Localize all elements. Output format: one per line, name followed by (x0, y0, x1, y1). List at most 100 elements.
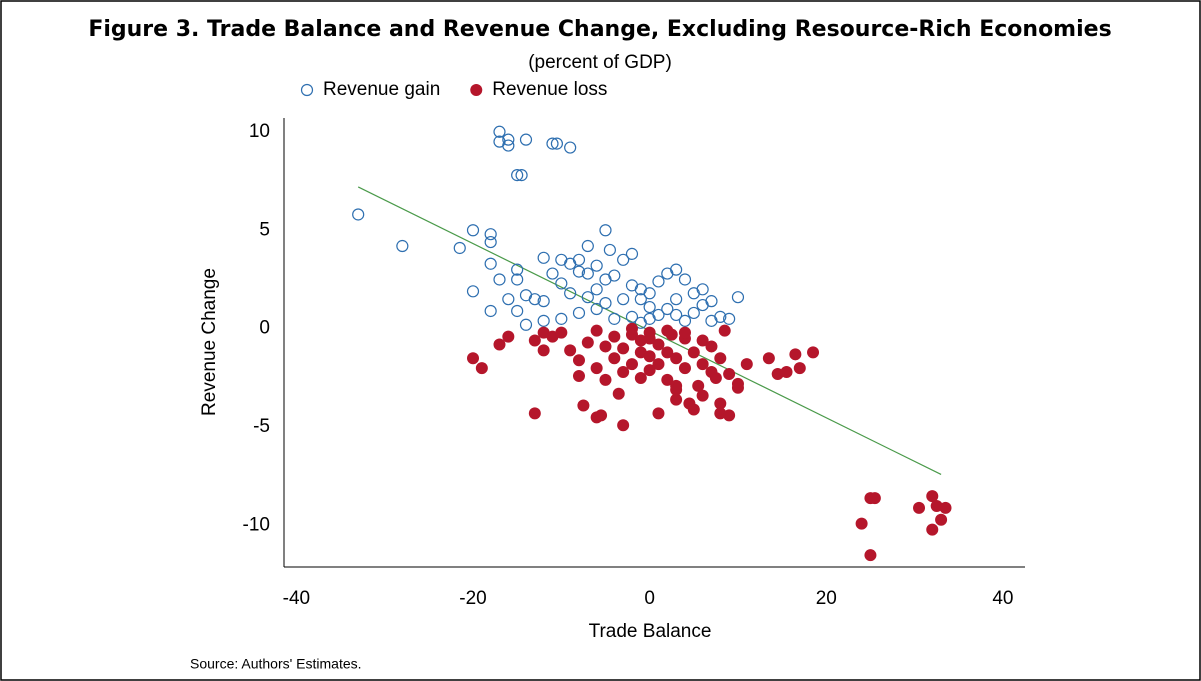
scatter-point (740, 358, 753, 371)
scatter-point (396, 239, 409, 253)
scatter-point (625, 310, 639, 323)
scatter-point (603, 243, 616, 257)
scatter-point (855, 517, 868, 530)
scatter-point (926, 490, 939, 503)
scatter-point (599, 373, 612, 386)
scatter-point (511, 263, 524, 276)
x-axis-label: Trade Balance (589, 621, 712, 642)
scatter-point (572, 306, 586, 320)
scatter-point (692, 379, 705, 392)
scatter-point (670, 293, 683, 306)
scatter-point (537, 344, 550, 357)
scatter-point (466, 224, 480, 237)
scatter-point (581, 336, 594, 349)
scatter-point (634, 293, 647, 306)
scatter-point (475, 362, 488, 375)
scatter-point (661, 324, 674, 337)
scatter-point (652, 358, 665, 371)
scatter-point (537, 314, 550, 327)
scatter-point (864, 549, 877, 562)
scatter-point (731, 381, 744, 394)
scatter-point (590, 362, 603, 375)
scatter-point (502, 293, 515, 306)
scatter-point (555, 277, 568, 290)
scatter-point (762, 352, 775, 365)
scatter-point (581, 267, 594, 280)
scatter-point (453, 241, 466, 255)
source-note: Source: Authors' Estimates. (190, 656, 362, 672)
legend-marker (300, 83, 314, 97)
scatter-point (617, 342, 630, 355)
scatter-point (599, 224, 612, 237)
scatter-point (572, 253, 586, 266)
scatter-point (652, 275, 665, 288)
scatter-point (718, 324, 731, 337)
scatter-point (678, 273, 692, 286)
scatter-point (670, 308, 683, 322)
scatter-point (572, 265, 586, 278)
scatter-point (466, 285, 480, 298)
scatter-point (913, 501, 926, 514)
x-tick-label: 20 (816, 588, 837, 609)
scatter-point (537, 295, 550, 308)
scatter-point (687, 403, 700, 416)
scatter-point (484, 235, 497, 249)
scatter-point (652, 338, 665, 351)
scatter-point (634, 371, 647, 384)
scatter-point (550, 137, 564, 150)
scatter-point (670, 383, 683, 396)
scatter-point (670, 263, 683, 276)
x-tick-label: 0 (644, 588, 655, 609)
scatter-point (608, 269, 621, 282)
scatter-point (617, 366, 630, 379)
scatter-point (723, 368, 736, 381)
y-axis-label: Revenue Change (199, 268, 220, 416)
scatter-point (731, 291, 745, 304)
scatter-point (661, 373, 674, 386)
scatter-point (625, 247, 639, 260)
scatter-point (714, 397, 727, 410)
scatter-point (670, 352, 683, 365)
scatter-point (678, 326, 691, 339)
scatter-point (502, 330, 515, 343)
scatter-point (643, 287, 656, 300)
scatter-point (564, 287, 577, 300)
scatter-point (502, 139, 515, 152)
y-tick-label: -10 (243, 515, 270, 536)
x-tick-label: -20 (459, 588, 486, 609)
scatter-point (696, 334, 709, 347)
scatter-point (634, 316, 647, 329)
scatter-point (590, 302, 603, 316)
scatter-point (687, 306, 700, 320)
scatter-point (714, 310, 727, 323)
scatter-point (696, 283, 709, 296)
scatter-point (590, 324, 603, 337)
scatter-point (484, 304, 497, 318)
scatter-point (789, 348, 802, 361)
scatter-point (612, 387, 625, 400)
scatter-point (643, 300, 656, 314)
scatter-point (467, 352, 480, 365)
scatter-point (780, 366, 793, 379)
scatter-point (617, 253, 630, 266)
scatter-point (590, 283, 603, 296)
scatter-point (723, 312, 736, 325)
legend-label: Revenue loss (492, 79, 607, 100)
scatter-point (678, 362, 691, 375)
y-tick-label: -5 (253, 416, 270, 437)
scatter-point (519, 318, 533, 331)
scatter-point (643, 332, 656, 345)
scatter-point (493, 273, 506, 286)
scatter-point (546, 267, 559, 280)
scatter-point (652, 308, 665, 322)
scatter-point (617, 293, 630, 306)
scatter-point (528, 293, 541, 306)
scatter-point (511, 169, 524, 182)
scatter-point (807, 346, 820, 359)
scatter-point (687, 346, 700, 359)
scatter-point (696, 389, 709, 402)
legend-label: Revenue gain (323, 79, 440, 100)
scatter-point (714, 352, 727, 365)
scatter-point (493, 338, 506, 351)
scatter-point (581, 291, 594, 304)
